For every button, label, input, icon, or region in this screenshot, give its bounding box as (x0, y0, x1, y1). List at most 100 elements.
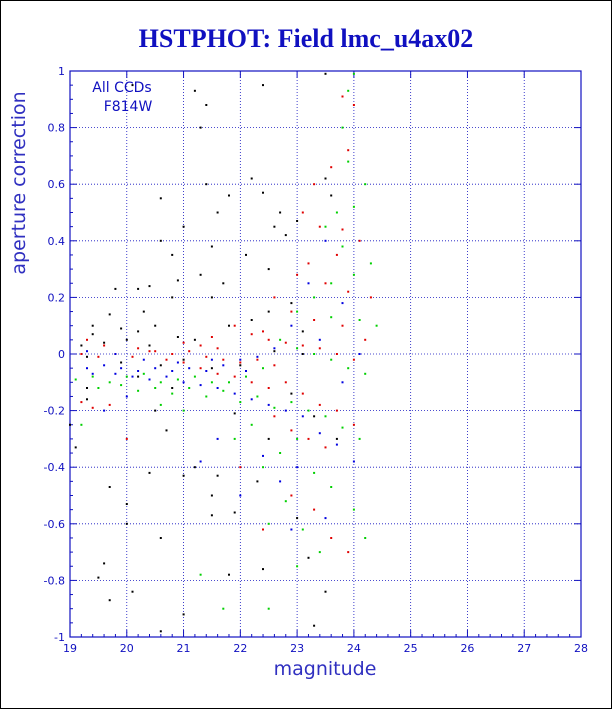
data-point (296, 565, 299, 568)
y-tick-label: 0 (58, 348, 65, 361)
x-axis-label: magnitude (274, 658, 377, 680)
data-point (159, 239, 162, 242)
data-point (313, 353, 316, 355)
data-point (233, 437, 236, 440)
data-point (279, 480, 282, 483)
y-tick-label: -0.4 (44, 461, 65, 474)
data-point (171, 253, 174, 256)
data-point (103, 562, 106, 565)
data-point (228, 194, 230, 197)
data-point (301, 528, 304, 531)
data-point (296, 347, 299, 350)
data-point (364, 183, 367, 186)
data-point (148, 378, 151, 381)
data-point (108, 313, 111, 316)
data-point (352, 423, 355, 426)
data-point (80, 344, 83, 347)
data-point (335, 253, 338, 256)
data-point (182, 361, 185, 364)
data-point (318, 347, 321, 350)
data-point (171, 370, 174, 372)
y-tick-label: 1 (58, 65, 65, 78)
data-point (324, 590, 327, 593)
data-point (347, 367, 350, 370)
data-point (250, 319, 253, 321)
y-tick-label: -1 (54, 631, 65, 644)
data-point (273, 415, 276, 418)
x-tick-label: 26 (460, 642, 474, 655)
data-point (233, 375, 236, 378)
data-point (307, 556, 310, 559)
data-point (228, 324, 230, 327)
data-point (176, 336, 179, 338)
data-point (233, 412, 236, 415)
x-tick-label: 22 (233, 642, 247, 655)
data-point (137, 330, 140, 333)
data-point (290, 429, 293, 432)
data-point (97, 576, 100, 579)
y-tick-label: 0.8 (48, 122, 66, 135)
data-point (335, 443, 338, 446)
y-tick-label: 0.6 (48, 178, 66, 191)
data-point (210, 245, 213, 248)
data-point (262, 528, 264, 531)
data-point (273, 347, 276, 350)
data-point (239, 494, 242, 497)
data-point (210, 336, 213, 338)
data-point (262, 84, 264, 87)
data-point (262, 454, 264, 457)
data-point (193, 375, 196, 378)
data-point (216, 387, 219, 389)
data-point (290, 302, 293, 305)
data-point (341, 381, 344, 384)
data-point (256, 480, 259, 483)
data-point (273, 296, 276, 299)
data-point (324, 225, 327, 228)
data-point (165, 358, 168, 361)
data-point (347, 551, 350, 554)
data-point (352, 508, 355, 511)
data-point (250, 177, 253, 180)
data-point (341, 228, 344, 231)
data-point (182, 225, 185, 228)
data-point (108, 381, 111, 384)
data-point (307, 262, 310, 265)
data-point (352, 273, 355, 276)
data-point (313, 624, 316, 627)
data-point (301, 211, 304, 214)
ticks: 19 20 21 22 23 24 25 26 27 28 -1 -0.8 -0.6 -0.4 -0.2 0 0… (44, 65, 588, 655)
data-point (250, 398, 253, 401)
data-point (205, 370, 208, 372)
data-point (250, 381, 253, 384)
data-point (137, 389, 140, 392)
data-point (233, 511, 236, 514)
data-point (222, 364, 225, 367)
data-point (210, 358, 213, 361)
data-point (159, 403, 162, 406)
data-point (80, 353, 83, 355)
data-point (199, 384, 202, 387)
data-point (324, 415, 327, 418)
data-point (228, 381, 230, 384)
data-point (358, 319, 361, 321)
data-point (114, 372, 117, 375)
data-point (80, 423, 83, 426)
data-point (159, 364, 162, 367)
data-point (267, 338, 270, 341)
data-point (182, 381, 185, 384)
data-point (239, 364, 242, 367)
data-point (171, 353, 174, 355)
data-point (159, 381, 162, 384)
data-point (267, 522, 270, 525)
data-point (245, 253, 247, 256)
data-point (114, 353, 117, 355)
data-point (279, 211, 282, 214)
data-point (267, 310, 270, 313)
data-point (210, 367, 213, 370)
data-point (205, 395, 208, 398)
data-point (262, 191, 264, 194)
data-point (324, 282, 327, 285)
data-point (279, 338, 282, 341)
data-point (199, 460, 202, 463)
